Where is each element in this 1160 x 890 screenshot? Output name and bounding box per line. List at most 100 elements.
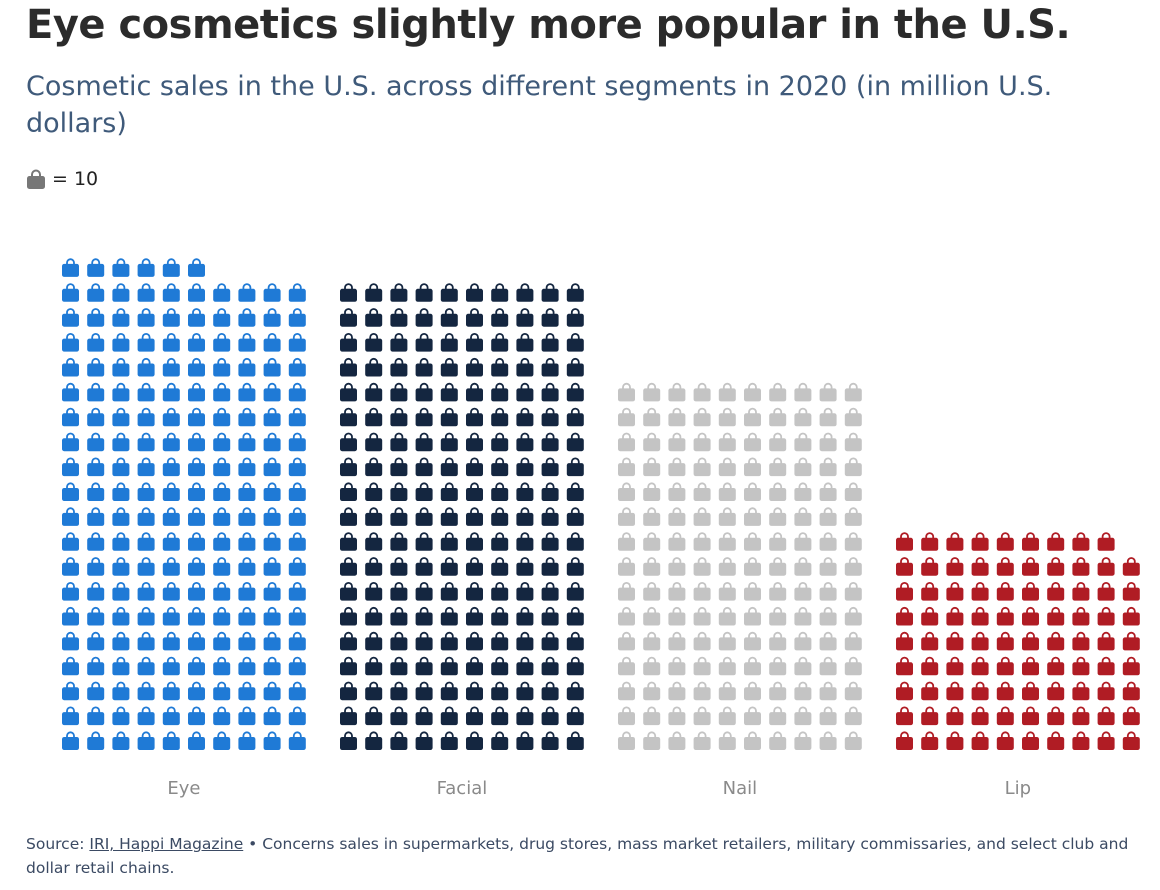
bag-icon — [643, 557, 661, 576]
bag-icon — [946, 631, 964, 651]
bag-icon — [744, 656, 761, 676]
bag-icon — [516, 681, 534, 701]
bag-icon — [340, 557, 357, 576]
bag-icon — [440, 582, 458, 601]
bag-icon — [288, 407, 306, 427]
bag-icon — [896, 656, 913, 676]
bag-icon — [1097, 681, 1115, 701]
bag-icon — [819, 706, 837, 726]
bag-icon — [288, 656, 306, 676]
bag-icon — [718, 432, 736, 452]
bag-icon — [188, 582, 205, 601]
bag-icon — [162, 382, 180, 402]
bag-icon — [466, 507, 483, 526]
bag-icon — [769, 507, 787, 526]
bag-icon — [390, 656, 408, 676]
bag-icon — [340, 308, 357, 327]
bag-icon — [365, 731, 383, 750]
bag-icon — [87, 681, 105, 701]
bag-icon — [921, 532, 939, 551]
bag-icon — [415, 557, 433, 576]
bag-icon — [819, 582, 837, 601]
bag-icon — [137, 308, 155, 327]
bag-icon — [794, 731, 812, 750]
bag-icon — [1047, 656, 1065, 676]
bag-icon — [238, 532, 256, 551]
bag-icon — [1072, 606, 1090, 626]
bag-icon — [769, 482, 787, 501]
bag-icon — [288, 681, 306, 701]
bag-icon — [263, 606, 281, 626]
bag-icon — [162, 731, 180, 750]
source-description: • Concerns sales in supermarkets, drug s… — [26, 835, 1129, 877]
bag-icon — [390, 731, 408, 750]
bag-icon — [794, 681, 812, 701]
bag-icon — [415, 656, 433, 676]
bag-icon — [794, 482, 812, 501]
bag-icon — [819, 432, 837, 452]
bag-icon — [466, 357, 483, 377]
bag-icon — [112, 357, 130, 377]
bag-icon — [365, 681, 383, 701]
bag-icon — [996, 582, 1014, 601]
bag-icon — [1072, 532, 1090, 551]
bag-icon — [921, 631, 939, 651]
bag-icon — [263, 382, 281, 402]
bag-icon — [440, 432, 458, 452]
bag-icon — [62, 357, 79, 377]
bag-icon — [516, 407, 534, 427]
bag-icon — [921, 681, 939, 701]
bag-icon — [946, 557, 964, 576]
bag-icon — [566, 706, 584, 726]
bag-icon — [415, 308, 433, 327]
bag-icon — [188, 457, 205, 477]
bag-icon — [365, 457, 383, 477]
bag-icon — [415, 457, 433, 477]
bag-icon — [238, 308, 256, 327]
bag-icon — [541, 532, 559, 551]
bag-icon — [921, 582, 939, 601]
bag-icon — [415, 631, 433, 651]
bag-icon — [112, 432, 130, 452]
bag-icon — [718, 656, 736, 676]
bag-icon — [718, 457, 736, 477]
bag-icon — [618, 532, 635, 551]
bag-icon — [693, 407, 711, 427]
bag-icon — [466, 681, 483, 701]
bag-icon — [466, 532, 483, 551]
bag-icon — [541, 283, 559, 302]
bag-icon — [744, 631, 761, 651]
bag-icon — [769, 532, 787, 551]
bag-icon — [87, 357, 105, 377]
bag-icon — [1122, 731, 1140, 750]
bag-icon — [541, 706, 559, 726]
category-label: Nail — [723, 778, 758, 799]
bag-icon — [566, 731, 584, 750]
bag-icon — [466, 731, 483, 750]
bag-icon — [996, 731, 1014, 750]
bag-icon — [340, 606, 357, 626]
bag-icon — [1072, 681, 1090, 701]
bag-icon — [62, 432, 79, 452]
pictogram-chart: Eye Facial Nail Lip — [62, 258, 1140, 799]
bag-icon — [390, 432, 408, 452]
bag-icon — [288, 357, 306, 377]
bag-icon — [365, 407, 383, 427]
bag-icon — [971, 606, 989, 626]
bag-icon — [112, 258, 130, 277]
bag-icon — [491, 333, 509, 352]
bag-icon — [87, 532, 105, 551]
bag-icon — [693, 706, 711, 726]
source-link[interactable]: IRI, Happi Magazine — [89, 835, 244, 853]
bag-icon — [1047, 557, 1065, 576]
bag-icon — [744, 382, 761, 402]
category-label: Facial — [437, 778, 488, 799]
bag-icon — [87, 582, 105, 601]
bag-icon — [87, 407, 105, 427]
bag-icon — [137, 532, 155, 551]
bag-icon — [365, 532, 383, 551]
bag-icon — [794, 606, 812, 626]
bag-icon — [744, 731, 761, 750]
bag-icon — [415, 681, 433, 701]
bag-icon — [769, 457, 787, 477]
